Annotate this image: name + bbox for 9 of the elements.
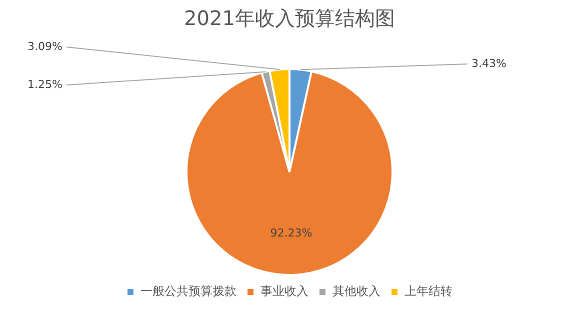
data-label: 3.09%: [28, 40, 62, 53]
legend-label: 上年结转: [404, 284, 452, 298]
legend-label: 其他收入: [332, 284, 380, 298]
data-label: 92.23%: [270, 226, 312, 240]
chart-title: 2021年收入预算结构图: [184, 6, 395, 30]
legend-label: 事业收入: [260, 284, 308, 298]
legend-label: 一般公共预算拨款: [140, 284, 236, 298]
data-label: 3.43%: [472, 56, 506, 70]
data-label: 1.25%: [28, 78, 62, 91]
